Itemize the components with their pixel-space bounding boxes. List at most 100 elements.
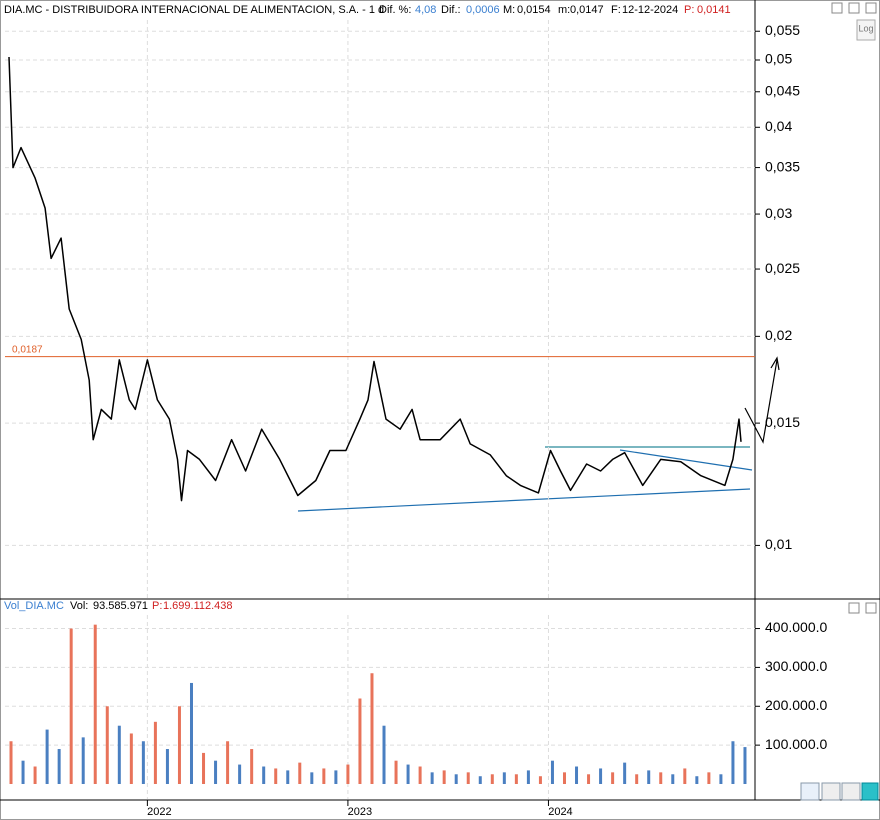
volume-bar <box>298 762 302 784</box>
volume-bar <box>286 770 290 784</box>
close[interactable] <box>865 602 877 614</box>
volume-bar <box>454 774 458 784</box>
maximize[interactable] <box>848 2 860 14</box>
label: M: <box>503 4 515 16</box>
volume-bar <box>262 766 266 784</box>
volume-bar <box>538 776 542 784</box>
volume-bar <box>202 752 206 784</box>
log-button-label[interactable]: Log <box>858 23 873 33</box>
x-tick-label: 2023 <box>348 806 372 818</box>
y-tick-label: 0,055 <box>765 22 800 38</box>
symbol: DIA.MC - DISTRIBUIDORA INTERNACIONAL DE … <box>4 4 384 16</box>
volume-bar <box>659 772 663 784</box>
volume-bar <box>81 737 85 784</box>
volume-bar <box>671 774 675 784</box>
volume-bar <box>214 760 218 784</box>
tool-button[interactable] <box>841 782 861 801</box>
volume-header: Vol_DIA.MC Vol: 93.585.971 P: 1.699.112.… <box>4 600 233 612</box>
y-tick-label: 400.000.0 <box>765 619 827 635</box>
volume-bar <box>165 749 169 784</box>
volume-bar <box>141 741 145 784</box>
y-tick-label: 0,025 <box>765 260 800 276</box>
volume-bar <box>550 760 554 784</box>
volume-bar <box>358 698 362 784</box>
value: 12-12-2024 <box>622 4 678 16</box>
log-button[interactable] <box>856 19 876 41</box>
volume-bar <box>707 772 711 784</box>
y-tick-label: 200.000.0 <box>765 697 827 713</box>
volume-bar <box>153 721 157 784</box>
label: P: <box>684 4 694 16</box>
volume-bar <box>635 774 639 784</box>
volume-bar <box>430 772 434 784</box>
volume-name: Vol_DIA.MC <box>4 600 64 612</box>
y-tick-label: 0,035 <box>765 158 800 174</box>
volume-bar <box>322 768 326 784</box>
volume-bar <box>21 760 25 784</box>
volume-bar <box>310 772 314 784</box>
volume-bar <box>382 725 386 784</box>
price-header: DIA.MC - DISTRIBUIDORA INTERNACIONAL DE … <box>4 4 731 16</box>
label: m: <box>558 4 570 16</box>
label: Vol: <box>70 600 88 612</box>
volume-bar <box>731 741 735 784</box>
label: Dif. %: <box>379 4 411 16</box>
value: 0,0141 <box>697 4 731 16</box>
reference-label: 0,0187 <box>12 344 43 355</box>
volume-bar <box>406 764 410 784</box>
volume-bar <box>177 706 181 784</box>
volume-bar <box>189 682 193 784</box>
minimize[interactable] <box>831 2 843 14</box>
volume-bar <box>587 774 591 784</box>
volume-bar <box>370 673 374 784</box>
y-tick-label: 0,01 <box>765 536 792 552</box>
volume-bar <box>117 725 121 784</box>
volume-bar <box>250 749 254 784</box>
volume-bar <box>346 764 350 784</box>
label: P: <box>152 600 162 612</box>
volume-bar <box>466 772 470 784</box>
volume-bar <box>226 741 230 784</box>
volume-bar <box>478 776 482 784</box>
volume-bar <box>719 774 723 784</box>
volume-bar <box>683 768 687 784</box>
close[interactable] <box>865 2 877 14</box>
trend-line <box>297 488 751 512</box>
volume-bar <box>490 774 494 784</box>
volume-bar <box>695 776 699 784</box>
save-button[interactable] <box>821 782 841 801</box>
y-tick-label: 0,05 <box>765 51 792 67</box>
volume-bar <box>599 768 603 784</box>
volume-bar <box>514 774 518 784</box>
y-tick-label: 0,045 <box>765 82 800 98</box>
x-tick-label: 2024 <box>548 806 572 818</box>
volume-bar <box>743 747 747 784</box>
maximize[interactable] <box>848 602 860 614</box>
value: 4,08 <box>415 4 436 16</box>
value: 0,0154 <box>517 4 551 16</box>
y-tick-label: 0,02 <box>765 327 792 343</box>
volume-bar <box>69 628 73 784</box>
volume-bar <box>105 706 109 784</box>
volume-bar <box>502 772 506 784</box>
volume-bar <box>9 741 13 784</box>
volume-bar <box>274 768 278 784</box>
color-button[interactable] <box>861 782 879 801</box>
value: 0,0147 <box>570 4 604 16</box>
y-tick-label: 0,015 <box>765 414 800 430</box>
volume-bar <box>575 766 579 784</box>
window-buttons <box>800 2 879 801</box>
price-line <box>8 56 742 502</box>
volume-bar <box>394 760 398 784</box>
volume-bar <box>93 624 97 784</box>
volume-bar <box>526 770 530 784</box>
volume-bar <box>647 770 651 784</box>
plot: 2022 2023 2024 0,01 0,015 0,02 0,025 0,03 0,035 0… <box>5 20 827 818</box>
tool-button[interactable] <box>800 782 820 801</box>
volume-bar <box>129 733 133 784</box>
value: 93.585.971 <box>93 600 148 612</box>
volume-bar <box>334 770 338 784</box>
y-tick-label: 0,04 <box>765 118 792 134</box>
